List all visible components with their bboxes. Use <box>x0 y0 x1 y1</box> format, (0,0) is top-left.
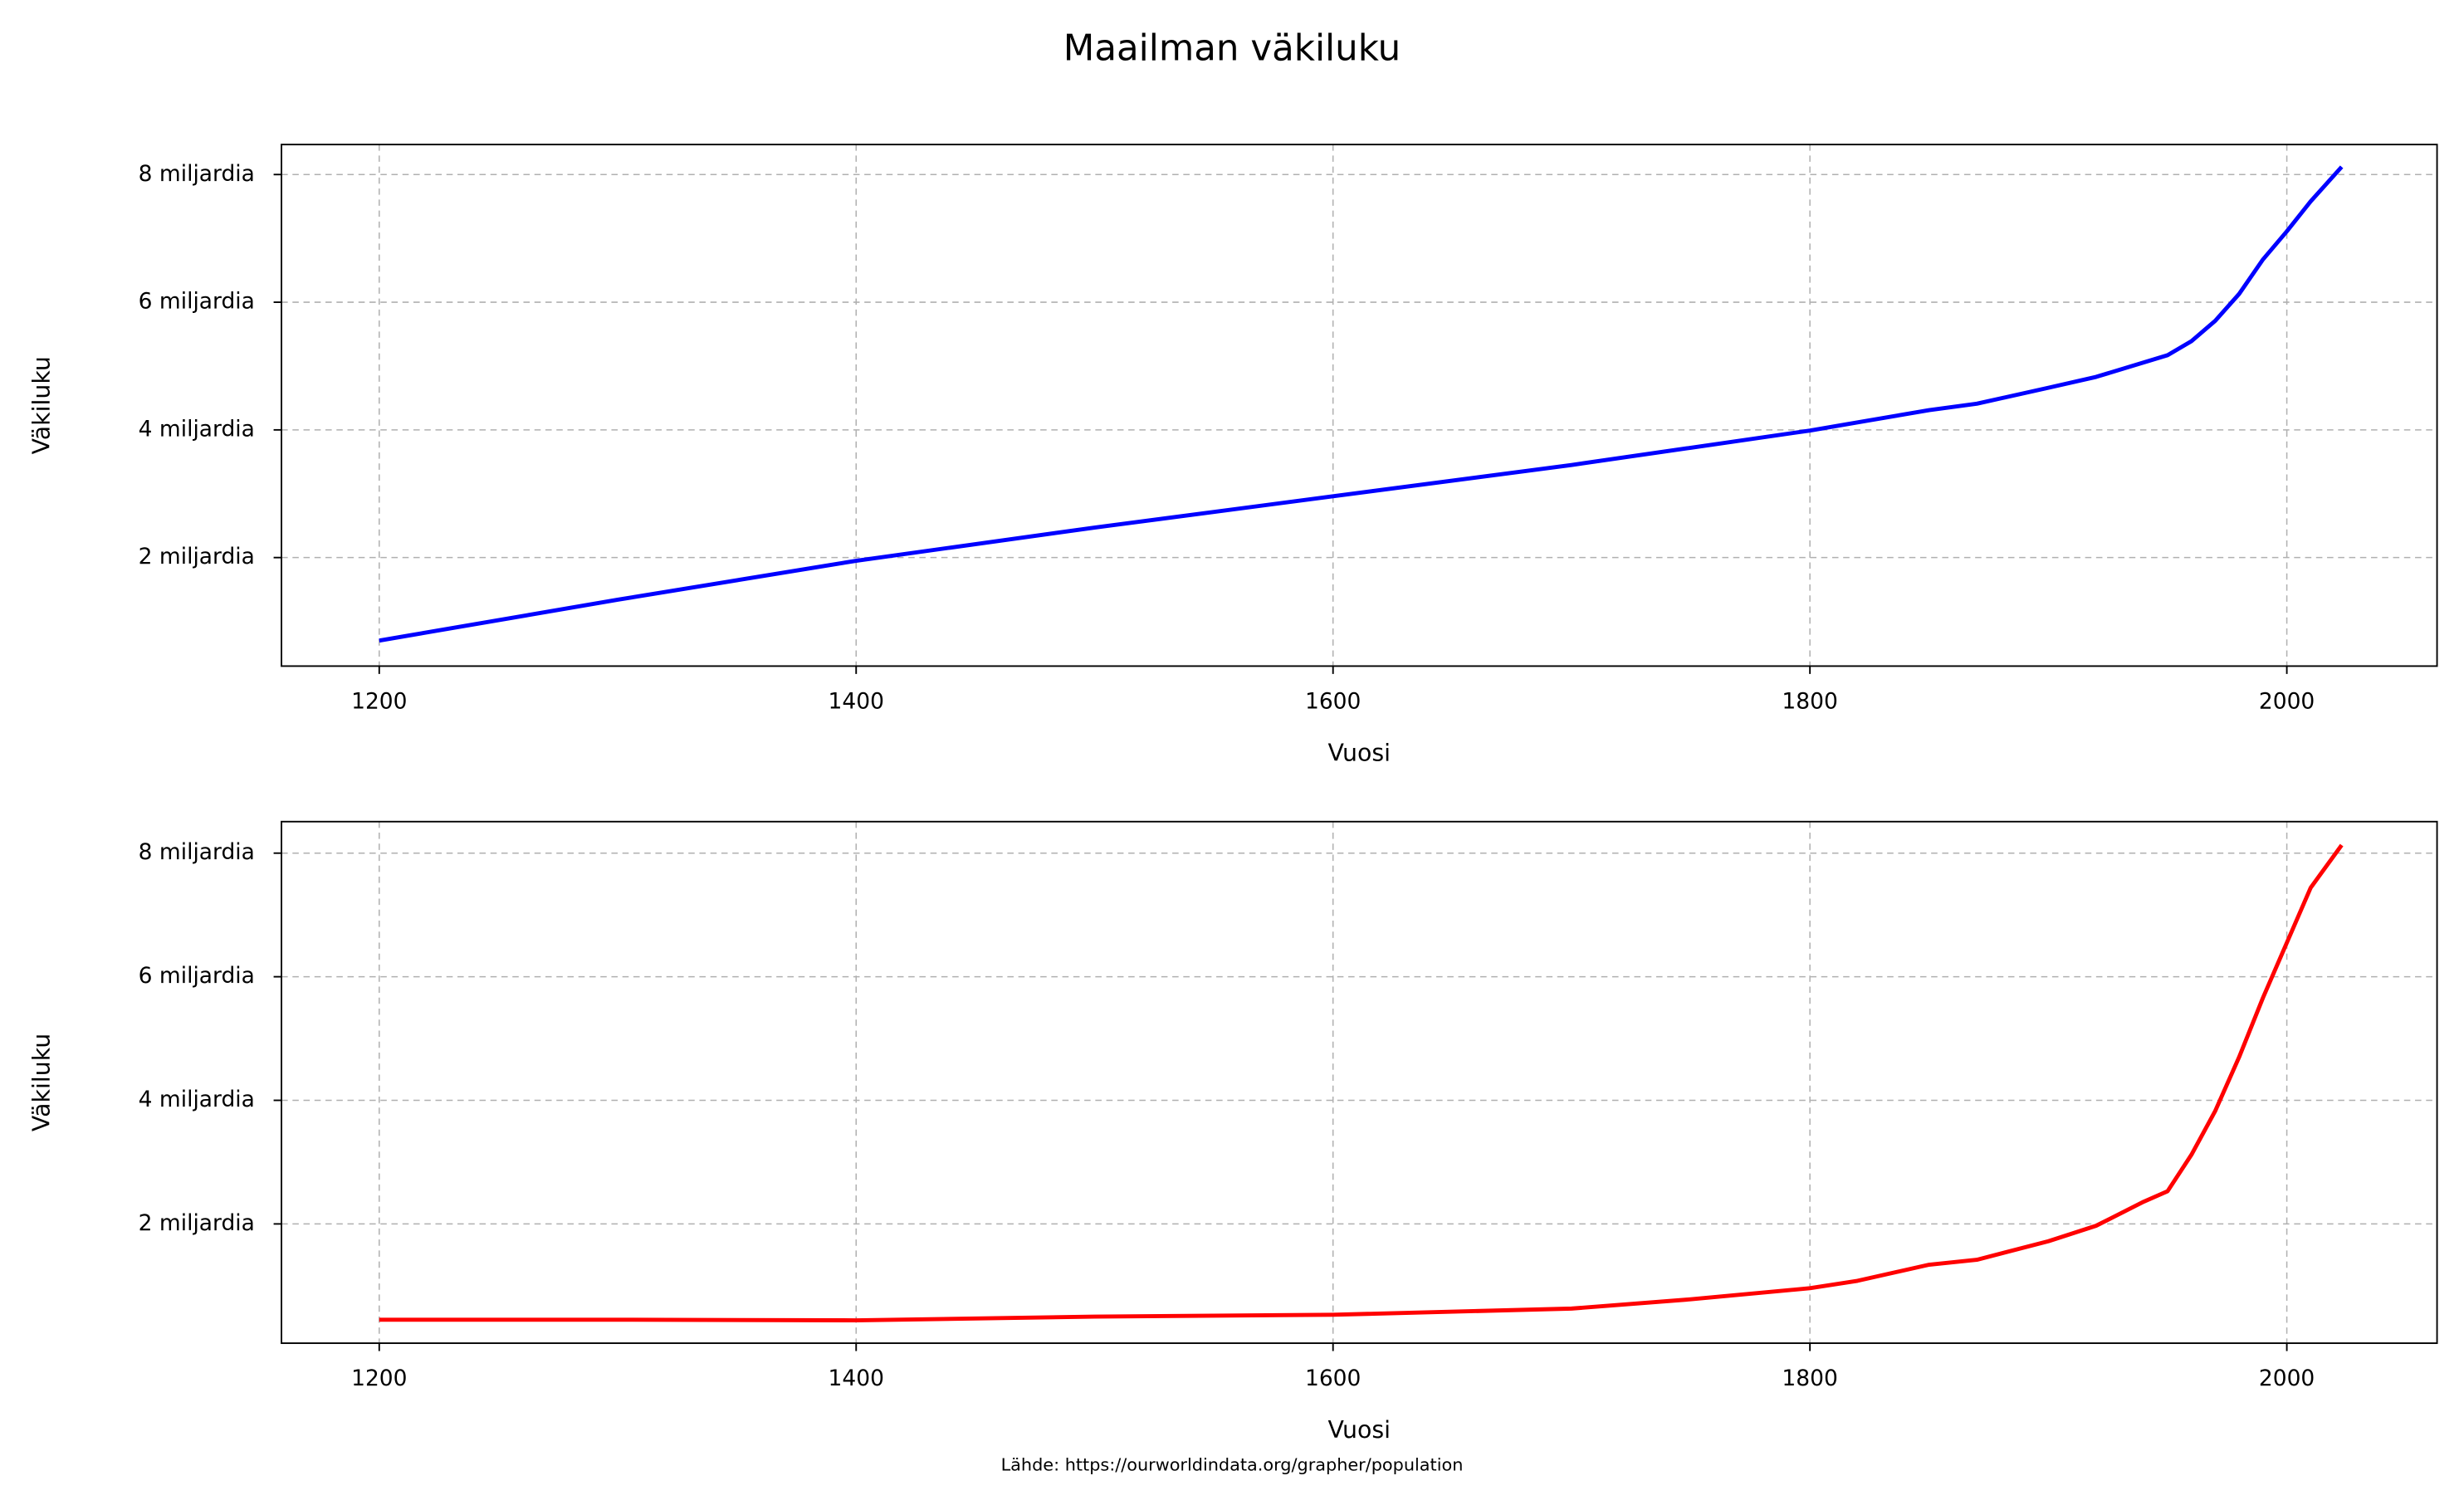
source-note: Lähde: https://ourworldindata.org/graphe… <box>1001 1455 1464 1475</box>
x-axis-label: Vuosi <box>1328 1416 1391 1444</box>
x-tick-label: 1800 <box>1782 688 1837 714</box>
axes-frame <box>281 820 2438 1345</box>
data-line <box>379 843 2344 1322</box>
x-tick-label: 1400 <box>829 1366 884 1391</box>
figure-title: Maailman väkiluku <box>1063 28 1401 70</box>
y-tick-label: 8 miljardia <box>139 839 255 865</box>
x-tick-label: 1200 <box>351 688 407 714</box>
y-tick-label: 6 miljardia <box>139 289 255 315</box>
x-tick-label: 1600 <box>1305 688 1361 714</box>
y-tick-label: 4 miljardia <box>139 416 255 442</box>
y-tick-label: 2 miljardia <box>139 1210 255 1236</box>
y-tick-label: 4 miljardia <box>139 1087 255 1112</box>
x-tick-label: 1800 <box>1782 1366 1837 1391</box>
y-tick-label: 6 miljardia <box>139 963 255 989</box>
y-axis-label: Väkiluku <box>27 1033 55 1131</box>
y-axis-label: Väkiluku <box>27 356 55 454</box>
data-line <box>379 165 2344 643</box>
y-tick-label: 8 miljardia <box>139 161 255 187</box>
x-axis-label: Vuosi <box>1328 739 1391 766</box>
x-tick-label: 1600 <box>1305 1366 1361 1391</box>
x-tick-label: 2000 <box>2259 688 2315 714</box>
x-tick-label: 1200 <box>351 1366 407 1391</box>
axes-frame <box>281 144 2438 667</box>
y-tick-label: 2 miljardia <box>139 544 255 569</box>
x-tick-label: 2000 <box>2259 1366 2315 1391</box>
x-tick-label: 1400 <box>829 688 884 714</box>
